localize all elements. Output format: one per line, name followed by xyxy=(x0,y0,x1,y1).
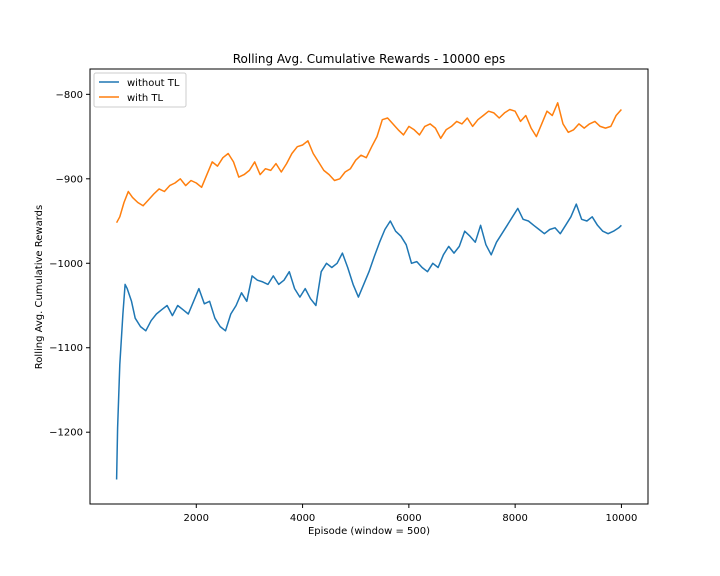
y-axis-label: Rolling Avg. Cumulative Rewards xyxy=(34,205,45,369)
legend-label-with-tl: with TL xyxy=(127,93,164,104)
y-tick-label: −1200 xyxy=(49,428,83,439)
series-line-without-tl xyxy=(115,203,622,480)
x-axis-ticks: 2000 4000 6000 8000 10000 xyxy=(184,504,638,524)
legend-label-without-tl: without TL xyxy=(127,78,180,89)
y-tick-label: −900 xyxy=(56,174,83,185)
series-line-with-tl xyxy=(115,102,622,224)
y-tick-label: −1100 xyxy=(49,343,83,354)
x-tick-label: 10000 xyxy=(606,513,638,524)
axes-frame xyxy=(89,68,649,505)
series-layer xyxy=(115,102,622,480)
y-tick-label: −800 xyxy=(56,90,83,101)
chart-title: Rolling Avg. Cumulative Rewards - 10000 … xyxy=(233,52,505,66)
plot-area xyxy=(89,68,649,505)
x-tick-label: 6000 xyxy=(396,513,421,524)
y-tick-label: −1000 xyxy=(49,259,83,270)
y-axis-ticks: −1200 −1100 −1000 −900 −800 xyxy=(49,90,90,439)
x-axis-label: Episode (window = 500) xyxy=(308,526,430,537)
x-tick-label: 2000 xyxy=(184,513,209,524)
x-tick-label: 8000 xyxy=(502,513,527,524)
x-tick-label: 4000 xyxy=(290,513,315,524)
legend: without TL with TL xyxy=(93,72,187,108)
